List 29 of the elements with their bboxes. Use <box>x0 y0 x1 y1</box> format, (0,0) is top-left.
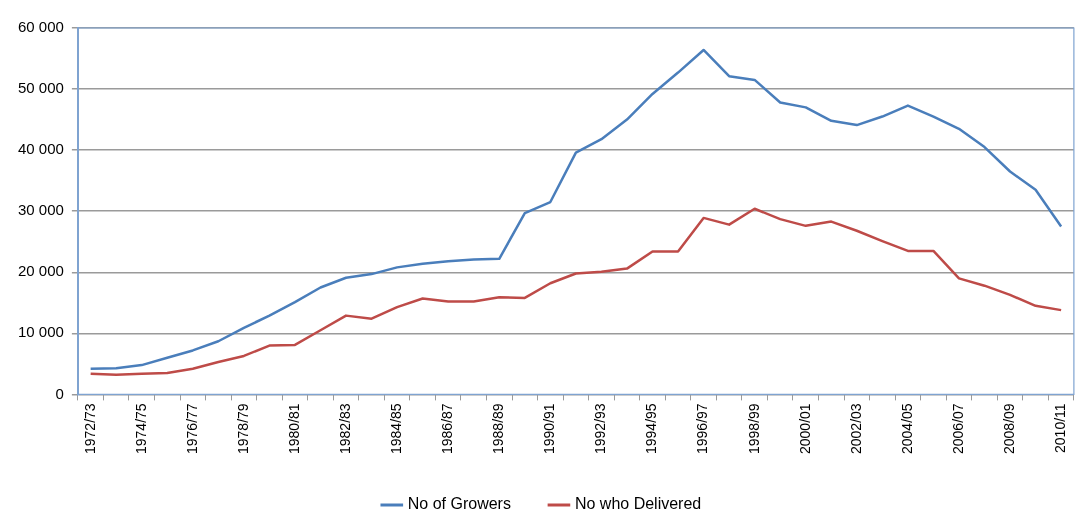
y-tick-label: 10 000 <box>17 323 64 341</box>
x-tick-label: 1994/95 <box>643 403 660 454</box>
x-tick-label: 2006/07 <box>949 403 966 454</box>
x-tick-label: 1980/81 <box>285 403 302 454</box>
x-tick-label: 1988/89 <box>490 403 507 454</box>
x-tick-label: 2008/09 <box>1000 403 1017 454</box>
legend-label: No who Delivered <box>574 495 702 513</box>
x-tick-label: 1984/85 <box>387 403 404 454</box>
x-tick-label: 2010/11 <box>1051 403 1068 453</box>
x-tick-label: 1986/87 <box>439 403 456 454</box>
x-tick-label: 1978/79 <box>234 403 251 454</box>
x-tick-label: 2004/05 <box>898 403 915 454</box>
y-tick-label: 30 000 <box>17 201 64 219</box>
x-tick-label: 1996/97 <box>694 403 711 454</box>
x-tick-label: 1972/73 <box>81 403 98 454</box>
x-tick-label: 1976/77 <box>183 403 200 454</box>
y-tick-label: 60 000 <box>17 18 64 36</box>
y-tick-label: 0 <box>55 384 64 402</box>
y-tick-label: 40 000 <box>17 140 64 158</box>
x-tick-label: 2000/01 <box>796 403 813 454</box>
x-tick-label: 1992/93 <box>592 403 609 454</box>
x-tick-label: 1990/91 <box>541 403 558 454</box>
x-tick-label: 1998/99 <box>745 403 762 454</box>
y-tick-label: 50 000 <box>17 79 64 97</box>
y-tick-label: 20 000 <box>17 262 64 280</box>
legend-label: No of Growers <box>407 495 511 513</box>
x-tick-label: 1982/83 <box>336 403 353 454</box>
x-tick-label: 1974/75 <box>132 403 149 454</box>
x-tick-label: 2002/03 <box>847 403 864 454</box>
